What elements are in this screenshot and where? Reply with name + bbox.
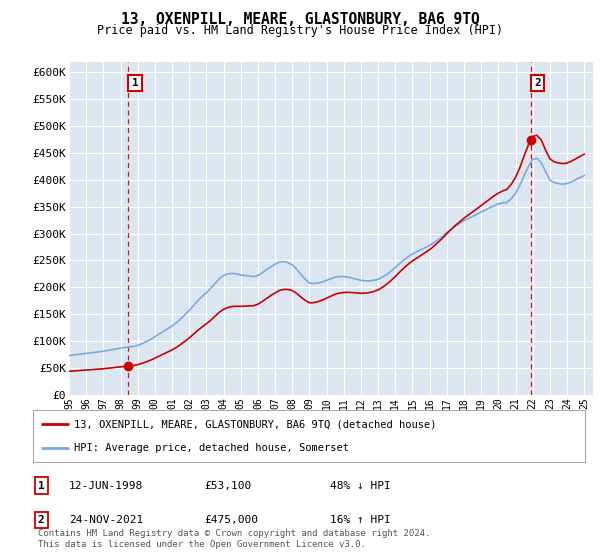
Text: 2: 2 [535, 78, 541, 88]
Text: 1: 1 [131, 78, 138, 88]
Text: Price paid vs. HM Land Registry's House Price Index (HPI): Price paid vs. HM Land Registry's House … [97, 24, 503, 38]
Text: £53,100: £53,100 [204, 480, 251, 491]
Text: 2: 2 [38, 515, 44, 525]
Text: £475,000: £475,000 [204, 515, 258, 525]
Text: 13, OXENPILL, MEARE, GLASTONBURY, BA6 9TQ (detached house): 13, OXENPILL, MEARE, GLASTONBURY, BA6 9T… [74, 419, 437, 430]
Text: 13, OXENPILL, MEARE, GLASTONBURY, BA6 9TQ: 13, OXENPILL, MEARE, GLASTONBURY, BA6 9T… [121, 12, 479, 27]
Text: HPI: Average price, detached house, Somerset: HPI: Average price, detached house, Some… [74, 443, 349, 453]
Text: 24-NOV-2021: 24-NOV-2021 [69, 515, 143, 525]
Text: 16% ↑ HPI: 16% ↑ HPI [330, 515, 391, 525]
Text: 12-JUN-1998: 12-JUN-1998 [69, 480, 143, 491]
Text: Contains HM Land Registry data © Crown copyright and database right 2024.
This d: Contains HM Land Registry data © Crown c… [38, 529, 430, 549]
Text: 48% ↓ HPI: 48% ↓ HPI [330, 480, 391, 491]
Text: 1: 1 [38, 480, 44, 491]
